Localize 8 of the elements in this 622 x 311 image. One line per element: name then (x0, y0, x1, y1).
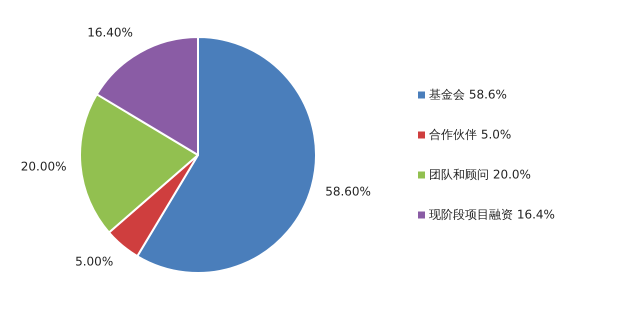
legend-label: 团队和顾问 20.0% (429, 167, 531, 182)
data-label: 20.00% (20, 160, 67, 174)
legend-label: 基金会 58.6% (429, 87, 507, 102)
legend-label: 合作伙伴 5.0% (429, 127, 512, 142)
data-label: 16.40% (87, 25, 133, 40)
data-label: 58.60% (325, 184, 371, 199)
data-label: 5.00% (75, 254, 114, 269)
legend-label: 现阶段项目融资 16.4% (429, 207, 555, 222)
